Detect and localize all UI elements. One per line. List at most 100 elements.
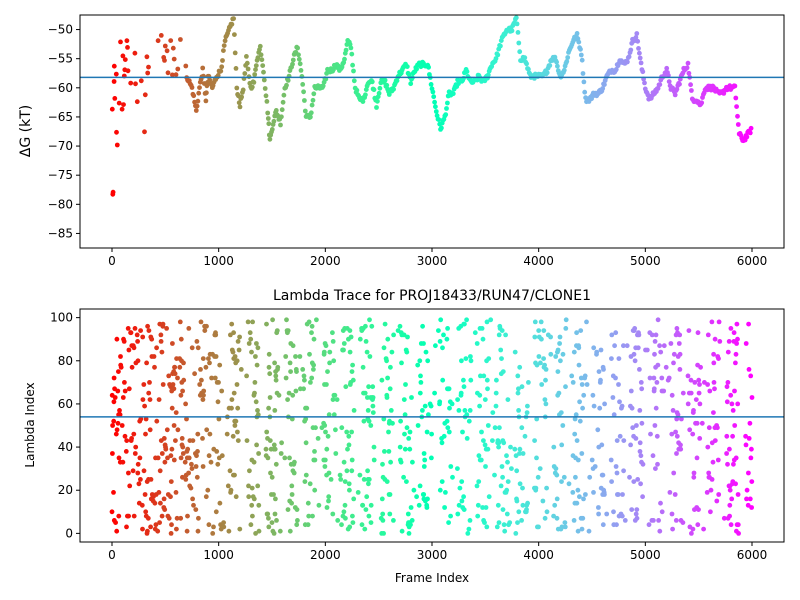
lambda-point <box>637 367 642 372</box>
lambda-point <box>385 336 391 342</box>
lambda-point <box>386 429 391 435</box>
lambda-point <box>484 319 490 325</box>
lambda-point <box>616 356 622 361</box>
lambda-point <box>455 397 460 402</box>
lambda-point <box>448 513 453 519</box>
lambda-point <box>465 531 471 536</box>
delta-g-point <box>674 86 680 92</box>
lambda-point <box>693 397 699 402</box>
lambda-point <box>157 468 163 474</box>
lambda-point <box>126 347 132 353</box>
lambda-point <box>616 382 621 387</box>
lambda-point <box>704 490 710 495</box>
lambda-point <box>402 446 408 452</box>
lambda-point <box>517 364 523 370</box>
lambda-point <box>730 408 736 413</box>
lambda-point <box>351 496 357 502</box>
lambda-point <box>266 364 272 370</box>
lambda-point <box>467 518 473 523</box>
delta-g-point <box>232 32 237 37</box>
lambda-point <box>186 470 192 476</box>
lambda-point <box>324 382 329 387</box>
lambda-point <box>574 438 580 443</box>
lambda-point <box>184 416 189 422</box>
lambda-point <box>577 399 582 405</box>
lambda-point <box>673 518 679 523</box>
lambda-point <box>117 408 122 413</box>
delta-g-point <box>734 104 739 109</box>
lambda-point <box>177 364 183 370</box>
lambda-point <box>651 386 657 392</box>
delta-g-point <box>132 50 138 56</box>
lambda-point <box>658 349 664 355</box>
lambda-point <box>367 317 372 323</box>
delta-g-point <box>524 61 529 67</box>
lambda-point <box>283 375 289 381</box>
lambda-point <box>331 358 337 364</box>
lambda-point <box>725 380 731 385</box>
lambda-point <box>639 420 645 426</box>
lambda-point <box>558 410 564 415</box>
delta-g-point <box>516 40 522 46</box>
lambda-point <box>516 408 521 413</box>
delta-g-point <box>200 65 206 71</box>
lambda-point <box>310 513 315 519</box>
lambda-point <box>384 358 389 364</box>
lambda-point <box>342 502 348 508</box>
lambda-point <box>748 455 754 461</box>
lambda-point <box>733 481 738 487</box>
lambda-point <box>517 481 523 487</box>
lambda-point <box>161 496 167 502</box>
lambda-point <box>668 341 674 346</box>
delta-g-point <box>266 121 272 127</box>
lambda-point <box>348 334 354 340</box>
lambda-point <box>657 528 663 534</box>
delta-g-point <box>114 142 120 148</box>
lambda-point <box>199 377 204 383</box>
lambda-point <box>468 358 474 364</box>
delta-g-point <box>261 69 266 75</box>
lambda-point <box>407 446 413 452</box>
lambda-point <box>346 481 352 487</box>
delta-g-point <box>633 35 639 40</box>
lambda-point <box>120 459 126 465</box>
lambda-point <box>253 399 259 405</box>
lambda-point <box>634 423 639 428</box>
lambda-point <box>455 511 461 517</box>
delta-g-point <box>414 66 419 72</box>
delta-g-point <box>221 43 227 48</box>
lambda-point <box>592 464 598 469</box>
lambda-point <box>236 347 242 353</box>
lambda-point <box>695 330 701 336</box>
lambda-point <box>624 343 630 349</box>
lambda-point <box>212 375 218 381</box>
lambda-point <box>532 334 538 340</box>
lambda-point <box>729 496 735 502</box>
lambda-point <box>386 449 392 454</box>
lambda-point <box>418 380 424 385</box>
lambda-point <box>206 356 211 361</box>
lambda-point <box>170 382 176 387</box>
lambda-point <box>436 328 441 333</box>
lambda-point <box>289 416 295 422</box>
lambda-point <box>192 371 198 377</box>
lambda-point <box>490 410 496 415</box>
lambda-point <box>309 323 315 329</box>
lambda-point <box>253 531 258 536</box>
lambda-point <box>620 492 625 497</box>
lambda-point <box>248 336 254 342</box>
lambda-point <box>459 358 464 364</box>
lambda-point <box>203 494 209 500</box>
lambda-point <box>418 373 423 379</box>
lambda-point <box>525 500 530 506</box>
lambda-point <box>536 524 541 530</box>
lambda-point <box>691 408 696 413</box>
delta-g-point <box>544 70 550 76</box>
lambda-point <box>267 371 273 377</box>
delta-g-point <box>264 99 270 104</box>
delta-g-point <box>363 87 369 92</box>
delta-g-point <box>125 68 131 74</box>
lambda-point <box>656 518 661 523</box>
lambda-point <box>450 474 455 480</box>
